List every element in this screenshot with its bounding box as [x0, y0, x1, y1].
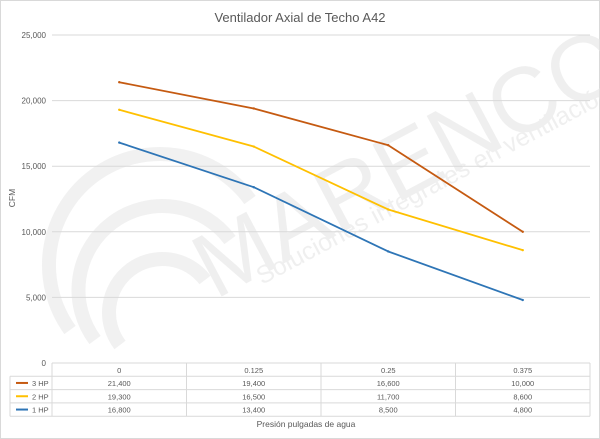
x-axis-title: Presión pulgadas de agua [257, 419, 356, 429]
y-tick-label: 20,000 [22, 97, 47, 106]
data-point [252, 107, 255, 110]
data-label: 11,700 [377, 392, 399, 401]
data-label: 19,400 [242, 379, 265, 388]
y-tick-label: 0 [42, 359, 47, 368]
series-line-1-hp [118, 141, 524, 301]
data-label: 21,400 [108, 379, 131, 388]
data-label: 19,300 [108, 392, 131, 401]
watermark: MARENCO Soluciones integrales en ventila… [41, 7, 600, 350]
data-table: 0 0.125 0.25 0.375 3 HP 21,400 19,400 16,600 10,… [9, 362, 591, 417]
data-point [387, 208, 390, 211]
x-tick-label: 0 [117, 366, 121, 375]
series-lines [118, 81, 524, 302]
y-tick-label: 25,000 [22, 31, 47, 40]
y-tick-label: 5,000 [26, 293, 47, 302]
x-tick-label: 0.25 [381, 366, 396, 375]
data-point [118, 81, 121, 84]
data-point [252, 145, 255, 148]
y-tick-label: 15,000 [22, 162, 47, 171]
series-line-3-hp [119, 81, 524, 233]
data-point [387, 250, 390, 253]
y-axis-ticks: 0 5,000 10,000 15,000 20,000 25,000 [22, 31, 47, 368]
chart-title: Ventilador Axial de Techo A42 [214, 10, 385, 25]
data-point [252, 185, 255, 189]
data-point [521, 248, 524, 252]
gridlines [52, 34, 590, 298]
data-point [387, 144, 390, 147]
y-tick-label: 10,000 [22, 228, 47, 237]
data-label: 16,800 [108, 406, 131, 415]
watermark-brand: MARENCO [177, 7, 600, 318]
legend-label: 3 HP [32, 379, 49, 388]
x-tick-label: 0.375 [513, 366, 532, 375]
legend-label: 1 HP [32, 406, 49, 415]
data-point [118, 108, 121, 111]
data-label: 13,400 [242, 406, 265, 415]
series-line-2-hp [119, 108, 524, 252]
data-point [521, 230, 524, 233]
y-axis-title: CFM [7, 189, 17, 207]
data-label: 4,800 [513, 406, 532, 415]
data-point [521, 298, 524, 302]
data-point [118, 141, 121, 144]
data-label: 10,000 [511, 379, 534, 388]
legend-label: 2 HP [32, 392, 49, 401]
x-tick-label: 0.125 [244, 366, 263, 375]
data-label: 16,500 [242, 392, 265, 401]
data-label: 16,600 [377, 379, 400, 388]
data-label: 8,600 [513, 392, 532, 401]
data-label: 8,500 [379, 406, 398, 415]
